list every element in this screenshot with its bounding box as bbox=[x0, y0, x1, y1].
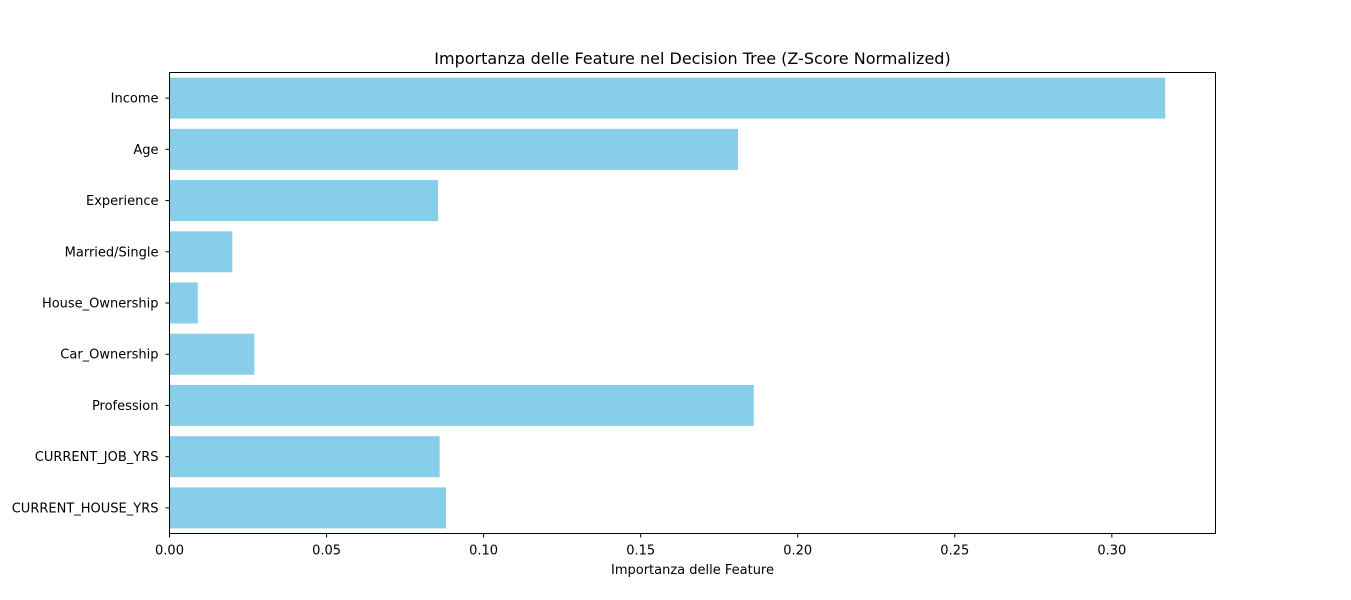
y-tick-label: CURRENT_HOUSE_YRS bbox=[12, 501, 159, 516]
y-tick-label: Car_Ownership bbox=[60, 348, 158, 363]
x-tick-label: 0.10 bbox=[469, 544, 498, 559]
x-tick-label: 0.25 bbox=[940, 544, 969, 559]
y-tick-label: Experience bbox=[86, 194, 159, 209]
x-axis-label: Importanza delle Feature bbox=[611, 563, 774, 578]
y-tick-label: Married/Single bbox=[65, 245, 159, 260]
y-tick-label: Income bbox=[111, 92, 159, 107]
y-tick-label: Age bbox=[133, 143, 158, 158]
bar-experience bbox=[169, 180, 439, 222]
x-tick-label: 0.30 bbox=[1097, 544, 1126, 559]
x-tick-label: 0.00 bbox=[155, 544, 184, 559]
bar-income bbox=[169, 77, 1166, 119]
bar-profession bbox=[169, 384, 754, 426]
y-tick-label: Profession bbox=[92, 399, 159, 414]
y-axis-ticks: Income Age Experience Married/Single House_O… bbox=[12, 92, 170, 516]
y-tick-label: House_Ownership bbox=[42, 297, 159, 312]
x-axis-ticks: 0.00 0.05 0.10 0.15 0.20 0.25 0.30 bbox=[155, 533, 1126, 559]
x-tick-label: 0.15 bbox=[626, 544, 655, 559]
x-tick-label: 0.20 bbox=[783, 544, 812, 559]
bar-married-single bbox=[169, 231, 233, 273]
bars-group bbox=[169, 77, 1166, 529]
plot-frame bbox=[169, 72, 1216, 534]
bar-car-ownership bbox=[169, 333, 255, 375]
y-tick-label: CURRENT_JOB_YRS bbox=[35, 450, 159, 465]
bar-current-job-yrs bbox=[169, 436, 440, 478]
bar-age bbox=[169, 128, 739, 170]
chart-title: Importanza delle Feature nel Decision Tr… bbox=[434, 49, 950, 68]
bar-current-house-yrs bbox=[169, 487, 446, 529]
bar-house-ownership bbox=[169, 282, 198, 324]
x-tick-label: 0.05 bbox=[312, 544, 341, 559]
